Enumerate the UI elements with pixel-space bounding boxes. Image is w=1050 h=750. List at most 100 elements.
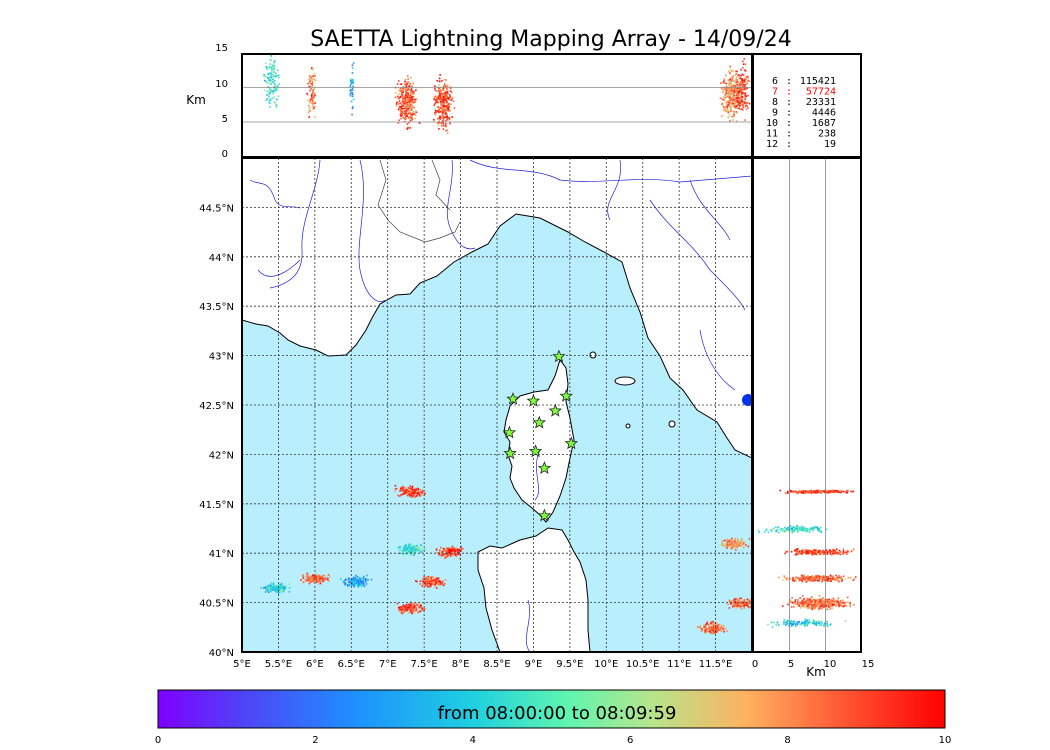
side-source [792,601,794,604]
lightning-source [728,599,731,602]
altitude-source [744,81,746,83]
altitude-source [405,106,408,109]
altitude-source [737,100,739,103]
altitude-source [744,100,746,103]
map-grid [242,158,752,652]
lightning-source [453,551,456,554]
altitude-source [732,70,735,72]
altitude-source [733,92,736,95]
altitude-source [410,89,413,91]
lightning-source [734,543,736,546]
altitude-source [404,118,407,121]
side-source [807,606,809,609]
altitude-source [729,82,732,84]
altitude-source [277,74,280,76]
side-source [825,604,828,606]
lightning-source [716,630,719,633]
side-frame [752,157,862,653]
altitude-source [438,94,441,97]
altitude-source [739,82,741,85]
lightning-source [411,490,413,493]
altitude-source [737,81,739,84]
altitude-source [734,100,737,103]
altitude-source [744,95,746,97]
altitude-source [439,107,442,110]
side-source [812,606,814,609]
altitude-source [401,101,404,103]
lightning-source [742,602,745,605]
altitude-source [406,102,409,105]
side-source [789,601,792,603]
lightning-source [413,548,416,550]
altitude-source [411,96,413,98]
side-source [821,552,823,555]
lightning-source [744,603,746,605]
side-source [827,606,830,608]
side-source [811,608,814,611]
lightning-source [304,578,306,581]
lightning-source [412,492,415,495]
lightning-source [418,604,420,607]
lightning-source [733,599,735,601]
side-source [793,622,795,625]
side-source [799,606,802,609]
lightning-source [401,553,404,556]
lightning-source [365,580,367,583]
altitude-source [269,102,271,105]
altitude-source [309,85,312,88]
altitude-source [743,88,745,90]
side-source [810,596,813,598]
lightning-source [309,577,312,580]
lightning-source [321,578,324,581]
lightning-source [406,607,409,609]
lightning-source [457,553,460,556]
altitude-source [444,92,446,95]
lightning-source [397,606,400,609]
side-source [792,576,794,579]
y-tick-label: 40°N [209,648,234,659]
lightning-source [363,585,366,587]
side-source [816,550,818,552]
lightning-source [449,555,452,558]
side-source [842,599,844,602]
altitude-source [444,85,447,87]
lightning-source [281,585,283,588]
altitude-source [735,70,737,73]
lightning-source [733,601,736,603]
altitude-source [735,99,737,102]
altitude-source [311,93,313,95]
lightning-source [443,555,445,557]
side-source [798,578,801,581]
side-source [810,604,813,607]
altitude-source [271,66,273,68]
side-source [802,600,804,603]
lightning-source [405,543,407,546]
altitude-source [272,71,275,74]
altitude-source [441,94,444,96]
side-source [823,491,826,494]
lightning-source [454,550,457,552]
lightning-source [700,630,703,633]
altitude-source [441,109,444,112]
side-source [832,597,835,600]
side-source [819,576,822,579]
lightning-source [356,575,359,578]
side-source [786,551,789,553]
altitude-source [445,102,448,104]
lightning-source [410,605,412,608]
side-source [828,601,830,604]
side-source [795,579,797,582]
side-source [832,552,834,555]
lightning-source [437,583,440,586]
lightning-source [412,491,414,494]
lightning-source [403,489,406,492]
lightning-source [727,545,729,548]
lightning-source [416,487,419,489]
lightning-source [418,602,421,604]
altitude-source [741,100,744,103]
lightning-source [418,547,420,550]
lightning-source [731,539,733,542]
lightning-source [265,589,268,592]
altitude-source [403,110,406,112]
altitude-source [446,108,449,111]
